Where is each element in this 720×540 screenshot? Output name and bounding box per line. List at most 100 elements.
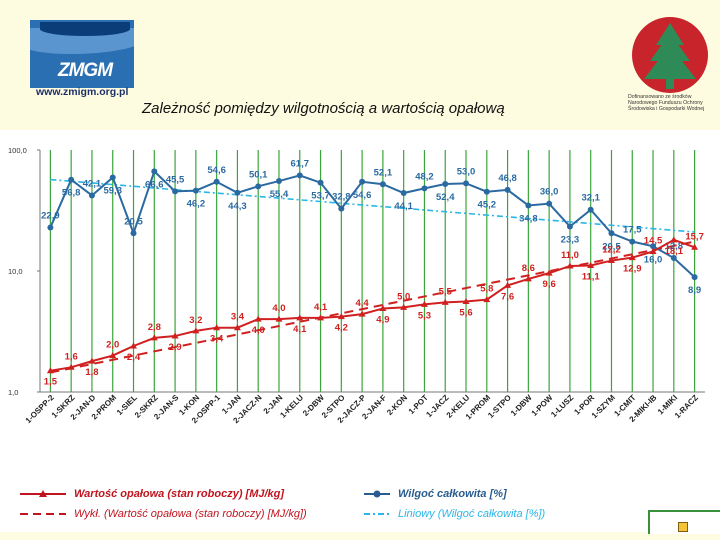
data-point-moisture	[691, 274, 698, 281]
data-label-heating-value: 12,9	[623, 264, 642, 275]
data-point-heating-value	[254, 315, 262, 322]
data-label-moisture: 54,6	[207, 165, 226, 176]
data-point-heating-value	[67, 363, 75, 370]
data-point-heating-value	[233, 324, 241, 331]
data-label-heating-value: 5,3	[418, 310, 431, 321]
data-label-moisture: 12,8	[665, 241, 684, 252]
data-label-heating-value: 4,4	[356, 298, 370, 309]
data-label-heating-value: 4,1	[293, 324, 307, 335]
y-tick-label: 10,0	[8, 267, 23, 276]
data-point-moisture	[525, 202, 532, 209]
data-point-heating-value	[587, 262, 595, 269]
data-label-moisture: 50,1	[249, 169, 268, 180]
data-label-moisture: 46,8	[498, 173, 517, 184]
data-label-heating-value: 5,6	[459, 307, 472, 318]
data-point-heating-value	[171, 332, 179, 339]
data-label-heating-value: 8,6	[522, 263, 535, 274]
data-label-moisture: 17,5	[623, 225, 642, 236]
data-point-moisture	[359, 178, 366, 185]
trendline-moisture	[50, 178, 695, 233]
data-label-moisture: 54,6	[353, 190, 372, 201]
data-point-moisture	[68, 176, 75, 183]
data-label-moisture: 61,7	[291, 158, 310, 169]
data-point-heating-value	[275, 315, 283, 322]
y-tick-label: 1,0	[8, 388, 18, 397]
data-label-moisture: 16,0	[644, 254, 663, 265]
legend-item-moisture: Wilgoć całkowita [%]	[362, 488, 507, 500]
data-point-moisture	[275, 178, 282, 185]
x-tick-label: 1-OSPP-2	[24, 393, 57, 426]
data-label-heating-value: 3,4	[210, 334, 224, 345]
slide-title: Zależność pomiędzy wilgotnością a wartoś…	[142, 100, 505, 117]
x-tick-label: 1-DBW	[509, 393, 534, 418]
data-point-heating-value	[628, 254, 636, 261]
corner-decoration	[648, 510, 720, 534]
data-point-heating-value	[400, 303, 408, 310]
data-label-heating-value: 3,2	[189, 315, 202, 326]
data-label-heating-value: 3,4	[231, 312, 245, 323]
data-label-moisture: 56,8	[62, 188, 81, 199]
data-point-heating-value	[691, 243, 699, 250]
data-label-heating-value: 4,9	[376, 314, 389, 325]
data-point-heating-value	[670, 236, 678, 243]
data-point-moisture	[608, 230, 615, 237]
series-line-heating-value	[50, 238, 695, 372]
data-point-heating-value	[607, 257, 615, 264]
data-point-moisture	[317, 179, 324, 186]
data-point-heating-value	[150, 334, 158, 341]
legend-label: Liniowy (Wilgoć całkowita [%])	[398, 508, 546, 520]
data-point-moisture	[234, 189, 241, 196]
data-point-moisture	[483, 188, 490, 195]
data-label-moisture: 53,7	[311, 191, 330, 202]
data-point-moisture	[255, 183, 262, 190]
data-label-moisture: 44,1	[394, 201, 413, 212]
data-point-moisture	[566, 223, 573, 230]
data-label-moisture: 42,1	[83, 178, 102, 189]
x-tick-label: 1-KELU	[278, 393, 305, 420]
data-point-heating-value	[46, 367, 54, 374]
data-point-heating-value	[192, 327, 200, 334]
data-point-heating-value	[483, 296, 491, 303]
chart: 100,010,01,01-OSPP-21-SKRZ2-JAN-D2-PROM1…	[8, 146, 705, 426]
data-point-heating-value	[109, 352, 117, 359]
data-point-heating-value	[130, 342, 138, 349]
data-label-heating-value: 18,1	[665, 246, 684, 257]
data-label-heating-value: 5,5	[439, 286, 453, 297]
data-label-heating-value: 1,6	[65, 351, 78, 362]
data-label-moisture: 23,3	[561, 235, 580, 246]
data-label-moisture: 45,2	[478, 200, 497, 211]
data-label-moisture: 20,5	[602, 241, 621, 252]
data-point-moisture	[88, 192, 95, 199]
trendline-heating-value	[50, 240, 695, 374]
data-label-moisture: 66,6	[145, 179, 164, 190]
data-point-moisture	[504, 186, 511, 193]
data-label-moisture: 55,4	[270, 189, 289, 200]
data-point-heating-value	[296, 314, 304, 321]
data-point-moisture	[130, 230, 137, 237]
data-label-heating-value: 12,2	[602, 245, 621, 256]
data-label-heating-value: 2,4	[127, 352, 141, 363]
zmgm-url: www.zmigm.org.pl	[36, 86, 129, 98]
x-tick-label: 1-LUSZ	[549, 393, 575, 419]
legend-item-heating-value: Wartość opałowa (stan roboczy) [MJ/kg]	[18, 488, 284, 500]
legend-label: Wilgoć całkowita [%]	[398, 488, 507, 500]
data-label-heating-value: 2,8	[148, 322, 161, 333]
data-point-moisture	[338, 205, 345, 212]
zmgm-logo: ZMGM	[30, 20, 134, 88]
data-label-moisture: 45,5	[166, 174, 185, 185]
data-label-moisture: 32,8	[332, 192, 351, 203]
legend-label: Wykł. (Wartość opałowa (stan roboczy) [M…	[74, 508, 307, 520]
data-label-heating-value: 14,5	[644, 235, 663, 246]
data-label-moisture: 48,2	[415, 171, 434, 182]
zmgm-logo-mark: ZMGM	[58, 60, 113, 81]
data-label-heating-value: 4,0	[252, 325, 265, 336]
data-point-moisture	[463, 180, 470, 187]
data-point-heating-value	[379, 304, 387, 311]
data-label-moisture: 36,0	[540, 187, 559, 198]
data-point-moisture	[442, 180, 449, 187]
data-point-heating-value	[317, 314, 325, 321]
data-point-heating-value	[420, 300, 428, 307]
data-label-heating-value: 5,0	[397, 291, 410, 302]
data-point-moisture	[587, 206, 594, 213]
data-label-moisture: 32,1	[581, 193, 600, 204]
